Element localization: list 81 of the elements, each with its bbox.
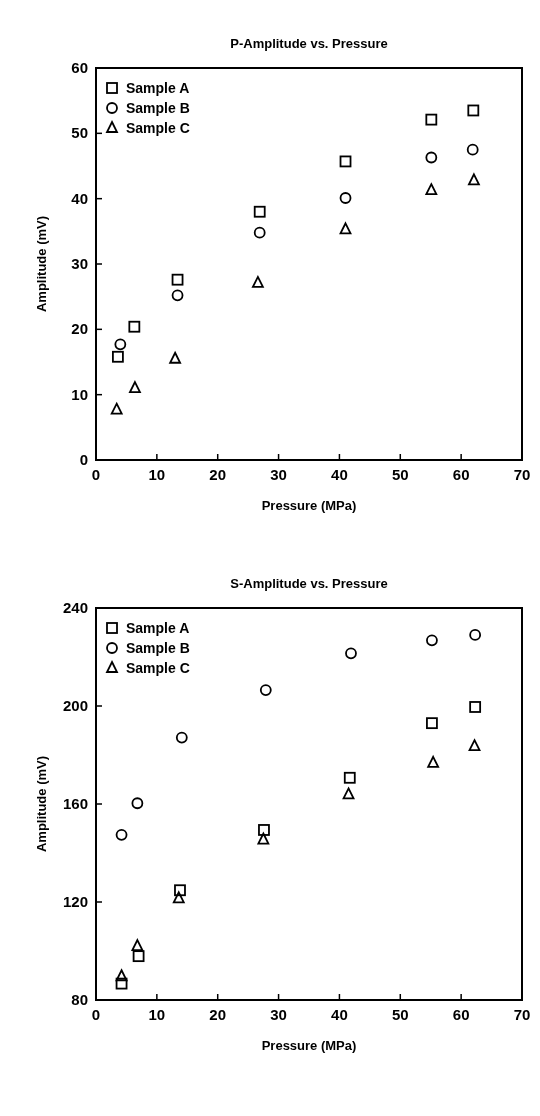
point: [175, 731, 188, 744]
point: [425, 113, 438, 126]
legend-label: Sample A: [126, 80, 190, 96]
point: [339, 222, 352, 235]
point: [469, 701, 482, 713]
point: [253, 226, 266, 239]
y-tick-label: 10: [71, 385, 88, 403]
point: [426, 634, 438, 647]
point: [467, 104, 480, 117]
point: [128, 320, 141, 333]
point: [342, 787, 355, 800]
point: [339, 192, 352, 204]
point: [129, 381, 141, 394]
point: [469, 629, 482, 641]
x-tick-label: 20: [209, 466, 227, 483]
x-tick-label: 20: [209, 1006, 227, 1023]
x-tick-label: 30: [270, 466, 287, 483]
point: [110, 402, 123, 415]
point: [131, 939, 144, 951]
y-tick-label: 20: [71, 320, 88, 338]
point: [259, 684, 272, 696]
point: [253, 205, 266, 218]
point: [425, 183, 438, 196]
x-tick-label: 50: [391, 466, 409, 483]
y-tick-label: 80: [71, 991, 88, 1008]
x-tick-label: 10: [148, 1006, 166, 1023]
legend-label: Sample B: [126, 100, 190, 116]
point: [114, 338, 127, 351]
x-tick-label: 30: [270, 1006, 287, 1023]
point: [115, 828, 128, 841]
x-tick-label: 0: [91, 1006, 101, 1023]
point: [257, 832, 270, 845]
x-tick-label: 70: [513, 466, 531, 483]
point: [425, 151, 438, 164]
legend-label: Sample C: [126, 120, 190, 136]
y-tick-label: 240: [62, 599, 88, 616]
x-axis-title: Pressure (MPa): [261, 1038, 357, 1053]
point: [426, 717, 438, 730]
chart-title: P-Amplitude vs. Pressure: [230, 36, 388, 51]
x-tick-label: 60: [452, 466, 470, 483]
legend-label: Sample B: [126, 640, 190, 656]
y-tick-label: 40: [71, 189, 88, 207]
point: [112, 350, 124, 363]
x-tick-label: 0: [91, 466, 101, 483]
y-tick-label: 50: [71, 124, 88, 142]
point: [339, 155, 352, 168]
y-tick-label: 200: [62, 697, 88, 714]
point: [251, 276, 264, 288]
point: [427, 755, 440, 768]
point: [258, 824, 270, 836]
y-tick-label: 160: [62, 795, 88, 812]
point: [115, 977, 128, 990]
point: [343, 771, 356, 784]
point: [174, 884, 186, 897]
y-axis-title: Amplitude (mV): [34, 215, 49, 313]
point: [468, 173, 480, 186]
point: [466, 143, 479, 156]
legend-label: Sample A: [126, 620, 190, 636]
y-tick-label: 60: [71, 59, 88, 76]
y-tick-label: 120: [62, 893, 88, 910]
point: [115, 969, 128, 982]
x-tick-label: 40: [331, 1006, 348, 1023]
point: [132, 950, 145, 963]
chart-title: S-Amplitude vs. Pressure: [230, 576, 388, 591]
x-tick-label: 40: [331, 466, 348, 483]
x-axis-title: Pressure (MPa): [261, 498, 357, 513]
point: [345, 647, 357, 660]
x-tick-label: 10: [148, 466, 166, 483]
point: [171, 273, 184, 286]
y-axis-title: Amplitude (mV): [34, 755, 49, 853]
point: [172, 891, 185, 904]
point: [131, 797, 144, 810]
x-tick-label: 70: [513, 1006, 531, 1023]
point: [169, 351, 182, 364]
legend-label: Sample C: [126, 660, 190, 676]
point: [171, 289, 184, 302]
x-tick-label: 50: [391, 1006, 409, 1023]
y-tick-label: 0: [79, 451, 88, 468]
x-tick-label: 60: [452, 1006, 470, 1023]
y-tick-label: 30: [71, 255, 88, 272]
point: [468, 739, 481, 752]
